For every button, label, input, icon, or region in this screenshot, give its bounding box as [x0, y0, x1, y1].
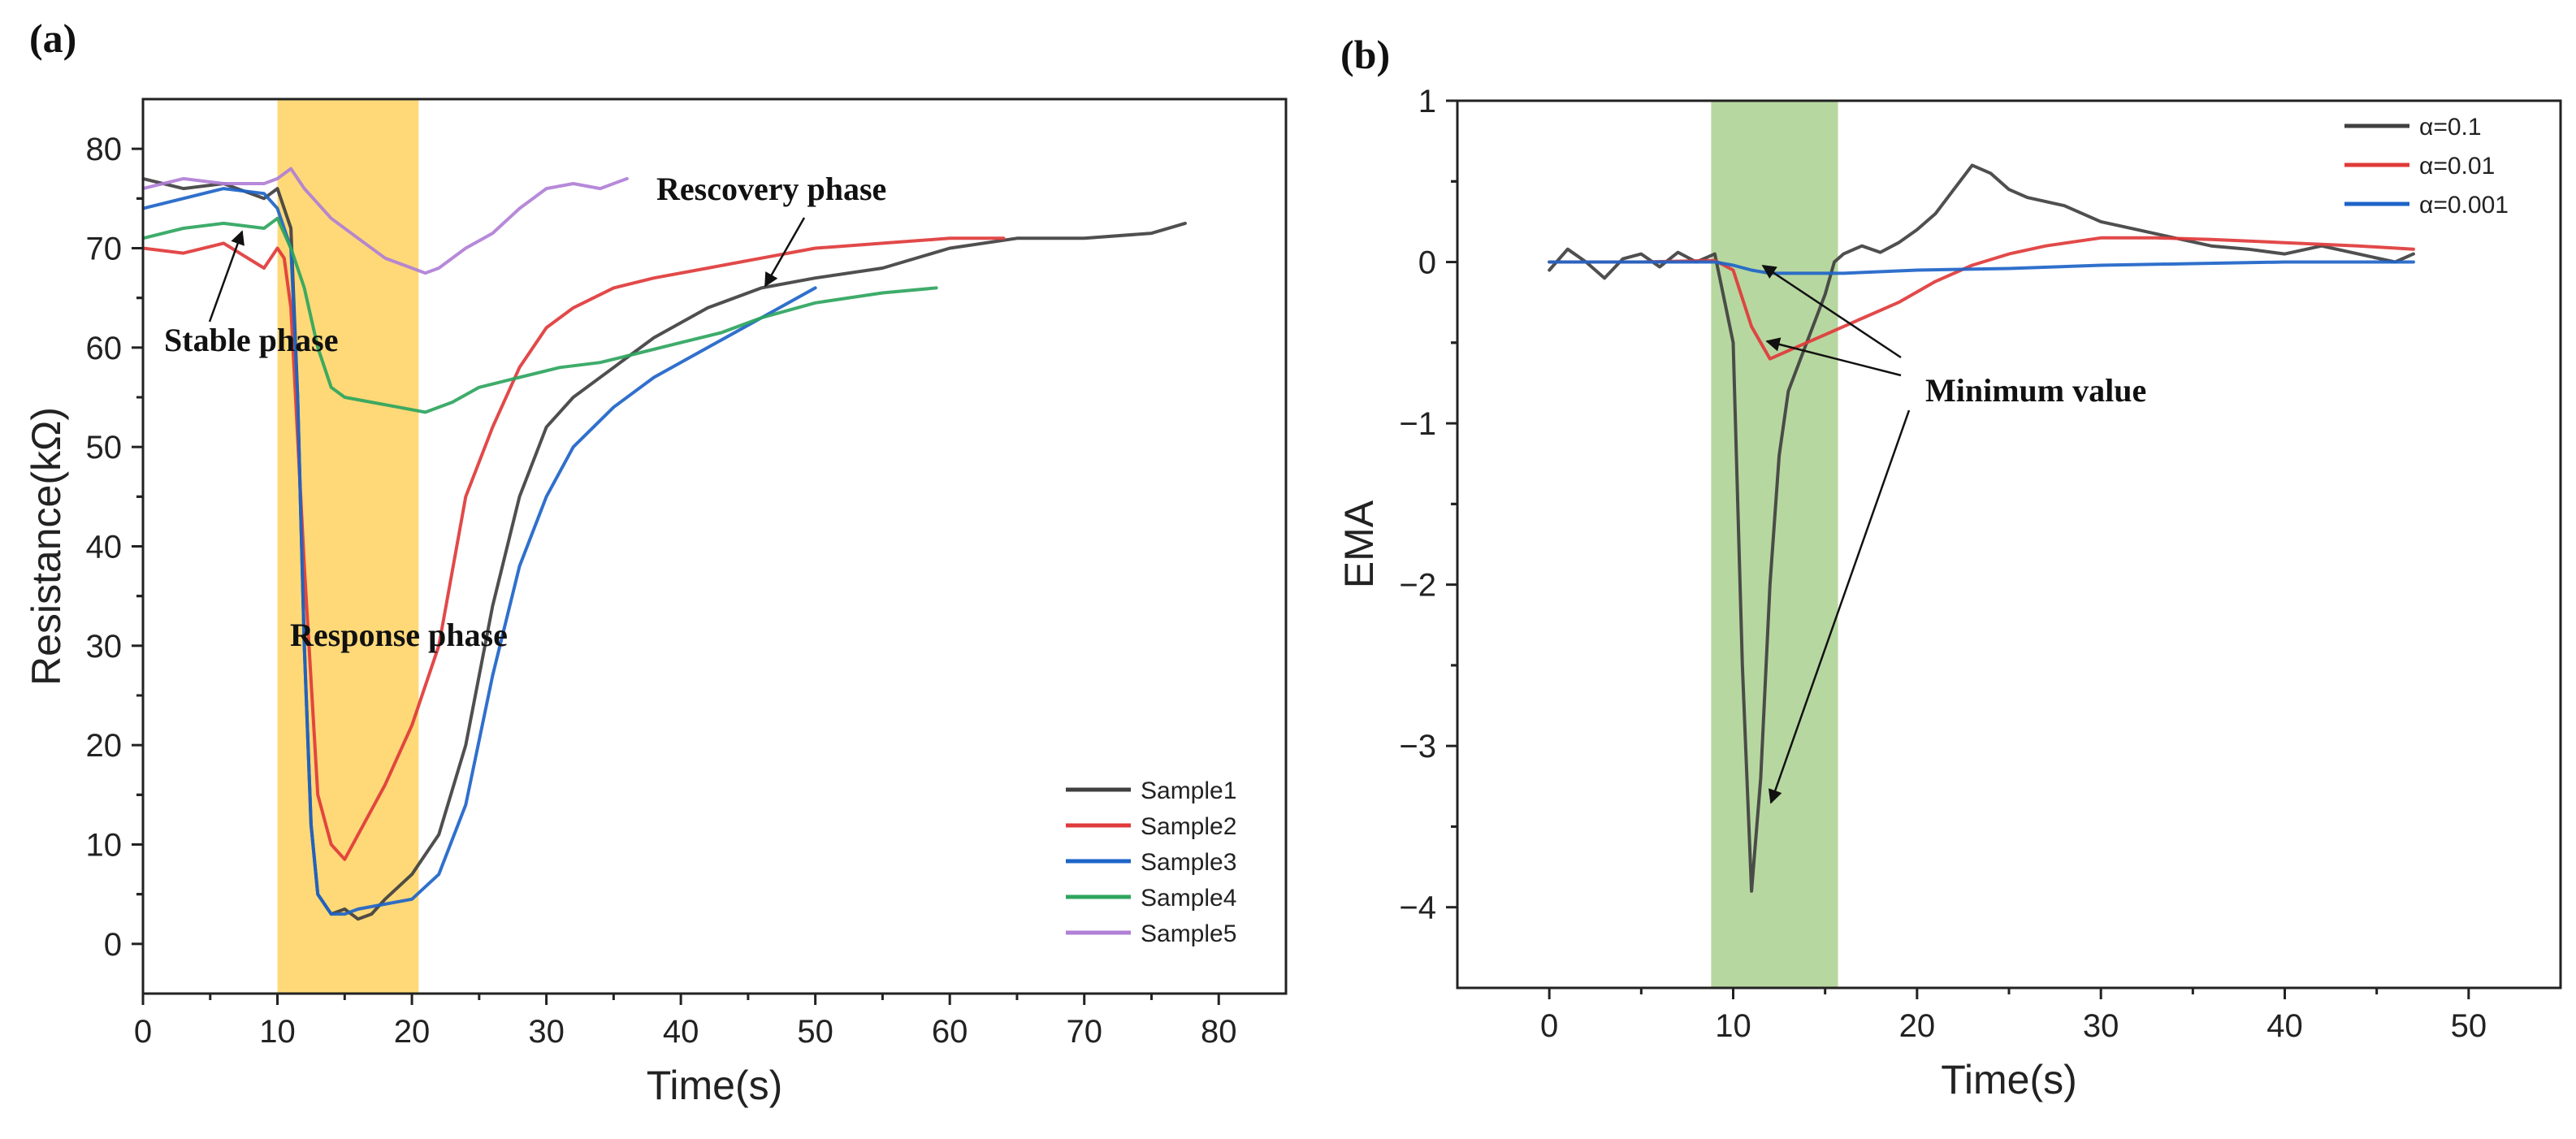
y-tick-label: 40 [86, 530, 123, 565]
y-axis-label: Resistance(kΩ) [24, 407, 69, 686]
series-group [1548, 163, 2415, 893]
arrow-minimum-3 [1768, 409, 1911, 804]
x-tick-label: 70 [1066, 1014, 1102, 1050]
x-tick-label: 20 [394, 1014, 431, 1050]
series-line-α=0.1 [1548, 163, 2415, 893]
x-tick-label: 40 [2266, 1008, 2303, 1044]
legend-label: Sample1 [1141, 777, 1236, 804]
y-tick-label: 1 [1418, 84, 1436, 119]
panel-label: (b) [1340, 32, 1390, 77]
y-tick-label: 0 [1418, 245, 1436, 281]
legend-label: α=0.01 [2419, 153, 2495, 180]
y-tick-label: −3 [1399, 729, 1436, 764]
y-tick-label: 80 [86, 132, 123, 167]
legend-label: Sample3 [1141, 849, 1236, 876]
arrow-minimum-2 [1765, 337, 1902, 377]
y-tick-label: 0 [104, 927, 122, 963]
annotation-recovery-phase: Rescovery phase [656, 171, 886, 207]
legend: α=0.1 α=0.01 α=0.001 [2344, 114, 2509, 219]
plot-frame [1456, 99, 2562, 990]
series-line-Sample5 [143, 167, 629, 275]
x-tick-label: 40 [663, 1014, 699, 1050]
y-tick-label: 20 [86, 728, 123, 764]
annotation-stable-phase: Stable phase [164, 322, 339, 358]
panel-label: (a) [29, 15, 76, 61]
series-line-α=0.01 [1548, 236, 2415, 361]
arrow-minimum-1 [1761, 264, 1902, 359]
series-line-Sample3 [143, 187, 817, 916]
y-tick-label: 60 [86, 331, 123, 366]
series-line-Sample4 [143, 216, 938, 414]
legend-label: Sample4 [1141, 885, 1236, 912]
highlight-band [1711, 101, 1838, 988]
x-tick-label: 50 [2451, 1008, 2487, 1044]
x-tick-label: 60 [932, 1014, 968, 1050]
x-tick-label: 30 [2083, 1008, 2119, 1044]
annotation-minimum-value: Minimum value [1925, 372, 2146, 409]
y-tick-label: 50 [86, 430, 123, 466]
legend: Sample1 Sample2 Sample3 Sample4 Sample5 [1066, 777, 1236, 947]
x-tick-label: 20 [1899, 1008, 1936, 1044]
x-tick-label: 30 [528, 1014, 565, 1050]
y-tick-label: 70 [86, 232, 123, 267]
arrow-stable-phase [208, 230, 245, 323]
series-line-α=0.001 [1548, 260, 2415, 275]
chart-panel-a: (a) 0 10 20 30 40 50 60 70 80 0 10 20 30 40 50 60 70 80 Tim… [24, 15, 1288, 1108]
x-tick-label: 0 [134, 1014, 152, 1050]
y-tick-label: −4 [1399, 890, 1436, 926]
x-axis-label: Time(s) [647, 1063, 783, 1108]
x-tick-label: 10 [1715, 1008, 1751, 1044]
annotations: Stable phase Response phase Rescovery phas… [164, 171, 886, 653]
x-tick-label: 80 [1201, 1014, 1237, 1050]
series-group [143, 167, 1187, 921]
y-tick-label: 30 [86, 629, 123, 665]
arrow-recovery-phase [764, 217, 806, 288]
y-tick-label: −2 [1399, 568, 1436, 604]
y-tick-label: 10 [86, 828, 123, 864]
legend-label: Sample5 [1141, 920, 1236, 947]
legend-label: α=0.001 [2419, 192, 2509, 219]
x-tick-label: 0 [1540, 1008, 1558, 1044]
legend-label: Sample2 [1141, 813, 1236, 840]
series-line-Sample2 [143, 236, 1006, 861]
x-tick-label: 10 [259, 1014, 296, 1050]
highlight-band [277, 99, 419, 994]
y-axis-label: EMA [1336, 500, 1382, 588]
x-axis-label: Time(s) [1941, 1057, 2077, 1102]
x-tick-label: 50 [797, 1014, 833, 1050]
legend-label: α=0.1 [2419, 114, 2482, 141]
chart-panel-b: (b)0 10 20 30 40 5010−1−2−3−4Time(s)EMAα=0.1α… [1336, 32, 2562, 1102]
annotation-response-phase: Response phase [290, 617, 508, 653]
y-tick-label: −1 [1399, 406, 1436, 442]
annotations: Minimum value [1761, 264, 2146, 804]
